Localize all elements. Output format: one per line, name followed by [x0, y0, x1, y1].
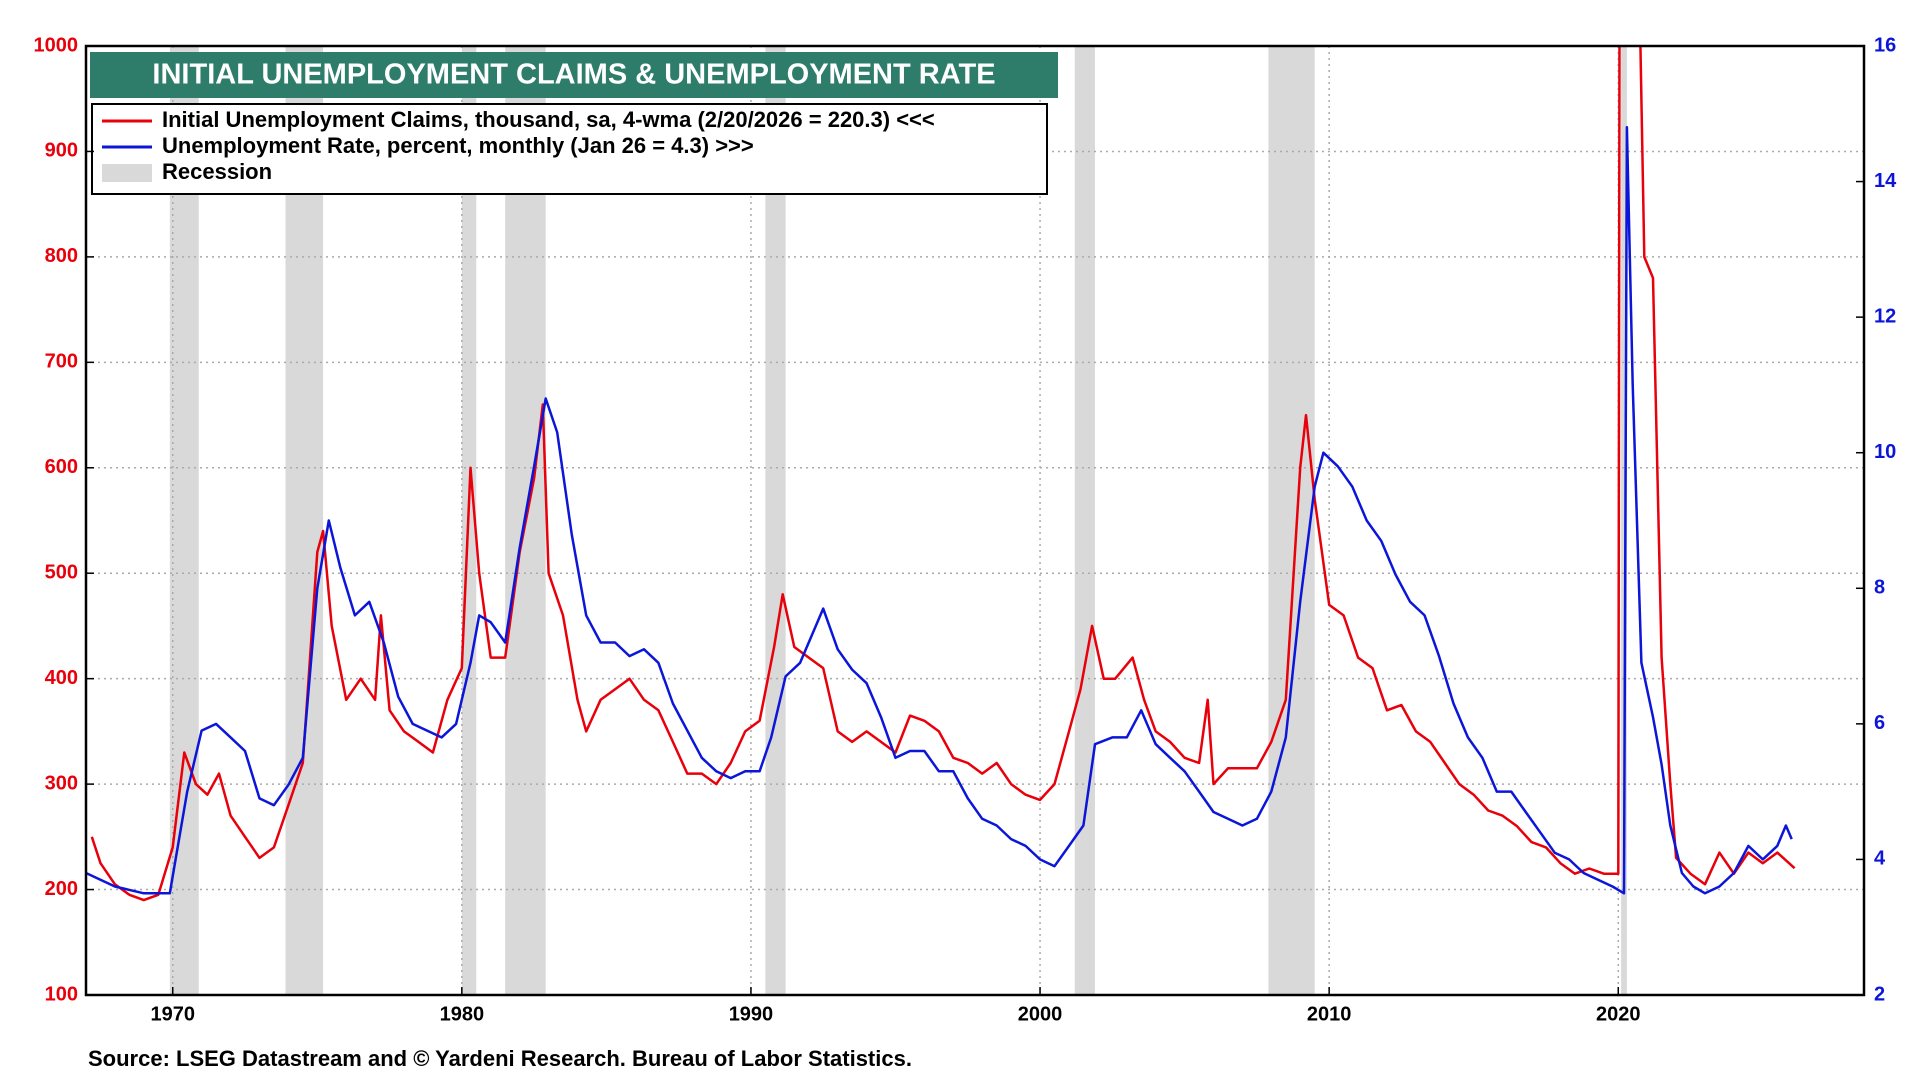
x-tick-label: 2020	[1596, 1003, 1641, 1025]
x-tick-label: 1990	[729, 1003, 774, 1025]
legend-label: Initial Unemployment Claims, thousand, s…	[162, 107, 935, 132]
y-tick-label: 500	[45, 562, 78, 584]
y-tick-label: 1000	[34, 34, 79, 56]
title-box	[90, 52, 1058, 98]
legend-items: Initial Unemployment Claims, thousand, s…	[102, 107, 935, 184]
y2-tick-label: 8	[1874, 577, 1885, 599]
y-tick-label: 100	[45, 983, 78, 1005]
line-layer	[86, 46, 1796, 902]
y-tick-label: 600	[45, 456, 78, 478]
series-line	[90, 46, 1796, 902]
y-tick-label: 400	[45, 667, 78, 689]
legend-label: Unemployment Rate, percent, monthly (Jan…	[162, 133, 754, 158]
recession-band	[1074, 46, 1095, 995]
recession-band	[1621, 46, 1627, 995]
chart-title: INITIAL UNEMPLOYMENT CLAIMS & UNEMPLOYME…	[152, 59, 995, 91]
y2-tick-label: 16	[1874, 34, 1896, 56]
legend-swatch	[102, 164, 152, 182]
x-tick-label: 2000	[1018, 1003, 1063, 1025]
x-tick-label: 1980	[440, 1003, 485, 1025]
y-tick-label: 900	[45, 140, 78, 162]
y-tick-label: 200	[45, 878, 78, 900]
y2-tick-label: 4	[1874, 848, 1886, 870]
y-tick-label: 300	[45, 772, 78, 794]
y2-tick-label: 12	[1874, 305, 1896, 327]
y2-tick-label: 14	[1874, 170, 1897, 192]
x-tick-label: 1970	[150, 1003, 195, 1025]
y2-tick-label: 10	[1874, 441, 1896, 463]
legend	[91, 103, 1048, 195]
source-note: Source: LSEG Datastream and © Yardeni Re…	[88, 1046, 912, 1071]
y-tick-label: 700	[45, 351, 78, 373]
legend-label: Recession	[162, 159, 272, 184]
y2-tick-label: 6	[1874, 712, 1885, 734]
plot-frame	[84, 44, 1866, 997]
recession-band	[765, 46, 786, 995]
recession-band	[1268, 46, 1315, 995]
series-line	[86, 126, 1793, 895]
x-tick-label: 2010	[1307, 1003, 1352, 1025]
y2-tick-label: 2	[1874, 983, 1885, 1005]
y-tick-label: 800	[45, 245, 78, 267]
recession-band	[285, 46, 324, 995]
